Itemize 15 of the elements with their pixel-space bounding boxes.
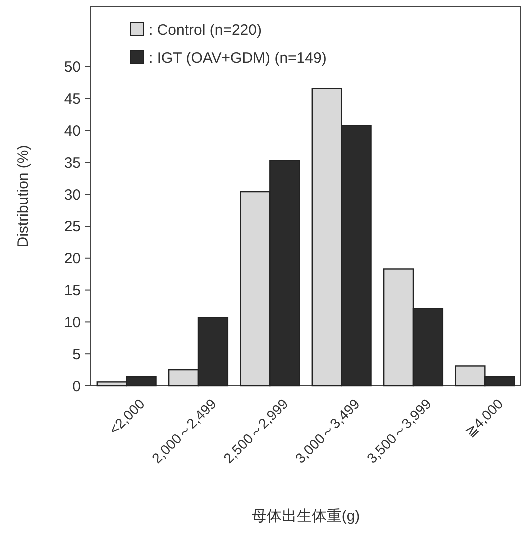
legend-label: : IGT (OAV+GDM) (n=149)	[149, 50, 327, 67]
y-tick-label: 40	[64, 123, 81, 140]
y-tick-label: 15	[64, 282, 81, 300]
y-tick-label: 25	[64, 218, 81, 236]
y-tick-label: 45	[64, 91, 81, 108]
y-tick-label: 30	[64, 186, 81, 204]
y-tick-label: 35	[64, 154, 81, 172]
y-axis-title: Distribution (%)	[15, 145, 32, 248]
y-tick-label: 50	[64, 59, 81, 76]
x-axis-title: 母体出生体重(g)	[252, 508, 360, 525]
y-tick-label: 0	[72, 378, 81, 396]
y-tick-label: 5	[72, 346, 81, 364]
y-tick-label: 20	[64, 250, 81, 268]
y-tick-label: 10	[64, 314, 81, 332]
legend-label: : Control (n=220)	[149, 22, 262, 39]
